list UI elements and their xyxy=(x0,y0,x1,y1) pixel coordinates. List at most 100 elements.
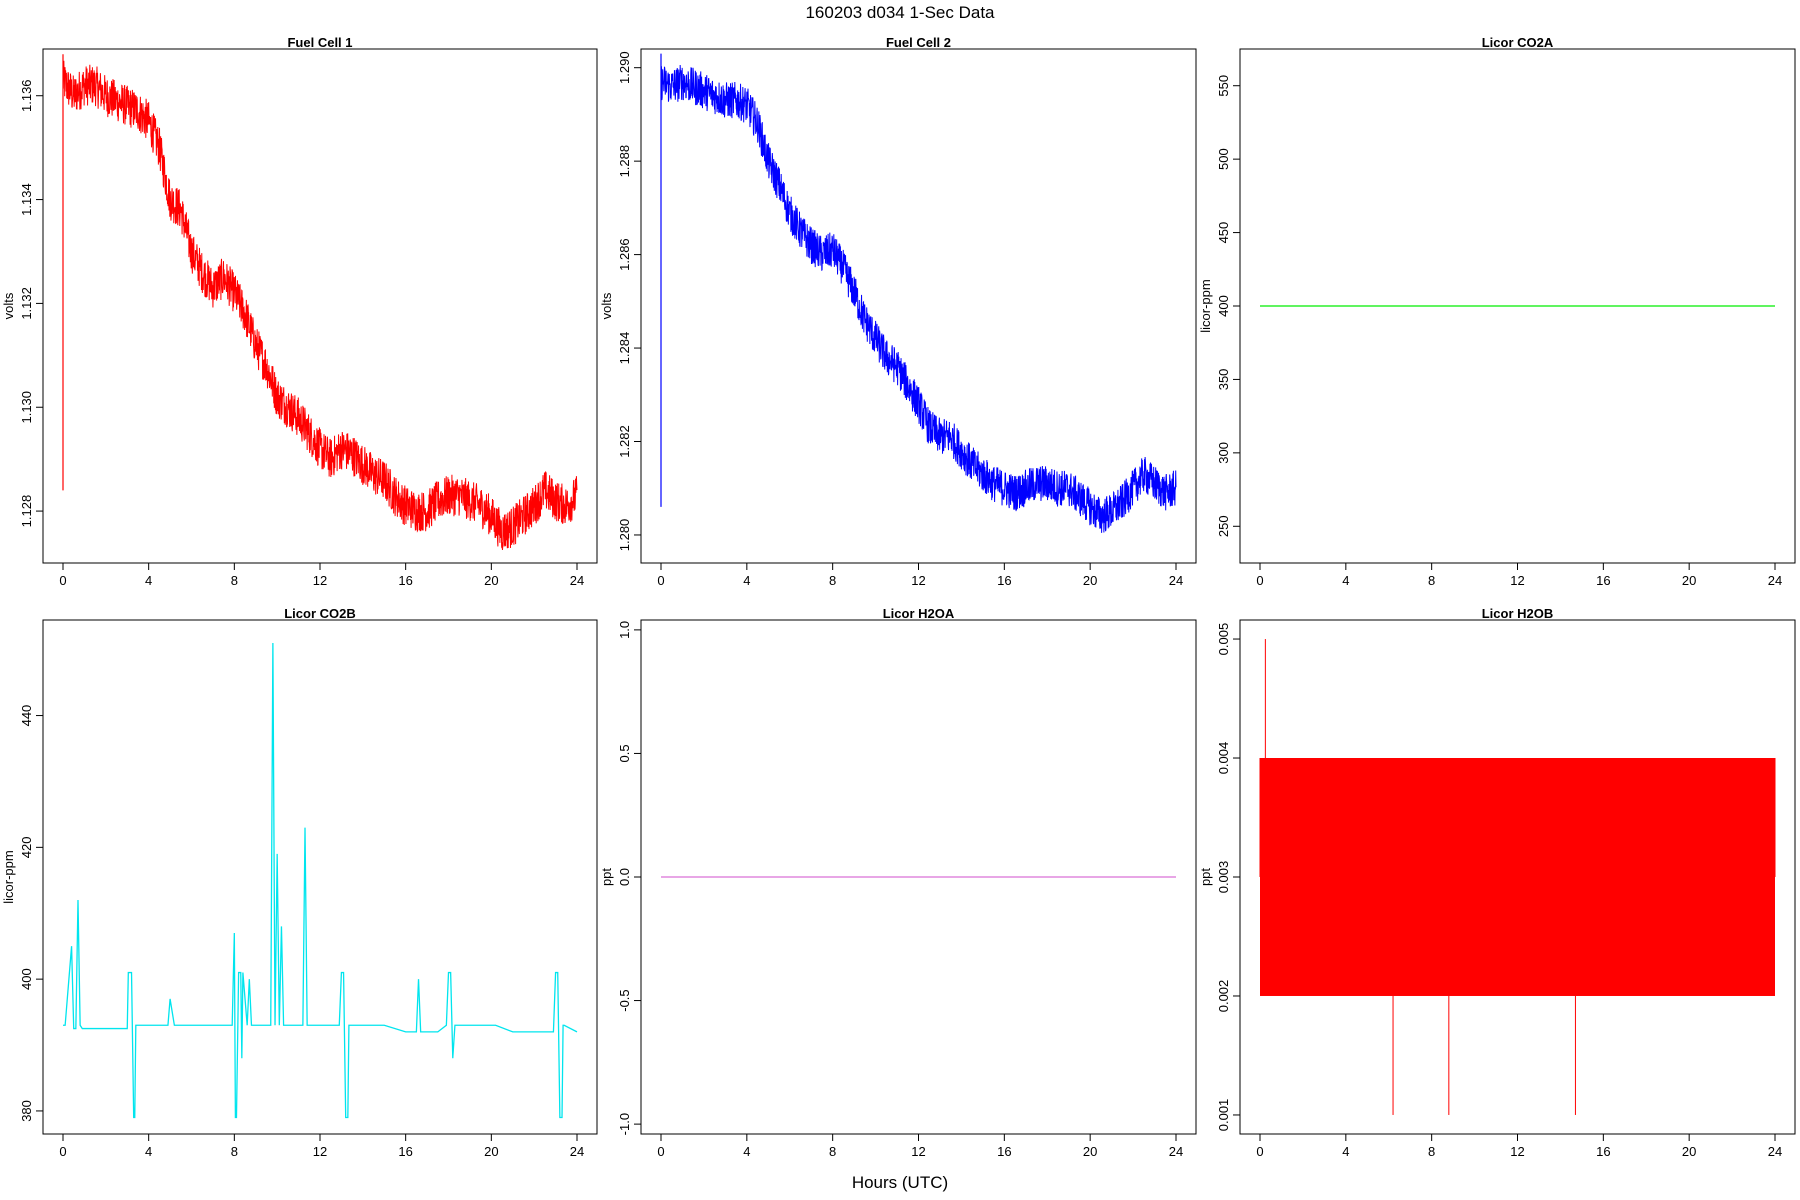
x-tick-label: 24 xyxy=(1768,573,1782,588)
y-tick-label: 1.284 xyxy=(617,332,632,365)
x-tick-label: 20 xyxy=(484,1144,498,1159)
y-tick-label: 420 xyxy=(19,836,34,858)
x-tick-label: 0 xyxy=(59,573,66,588)
panels: Fuel Cell 1 volts 0 4 8 12 16 20 24 1.128 1.130 1.1… xyxy=(1,35,1796,1159)
x-tick-label: 12 xyxy=(911,573,925,588)
x-tick-label: 0 xyxy=(657,573,664,588)
data-band-lower xyxy=(1260,877,1775,996)
x-tick-label: 12 xyxy=(1510,573,1524,588)
y-tick-label: 0.0 xyxy=(617,868,632,886)
x-tick-label: 16 xyxy=(398,573,412,588)
y-tick-label: 250 xyxy=(1216,515,1231,537)
y-tick-label: 300 xyxy=(1216,442,1231,464)
x-tick-label: 8 xyxy=(829,1144,836,1159)
x-tick-label: 12 xyxy=(911,1144,925,1159)
x-tick-label: 0 xyxy=(59,1144,66,1159)
chart-panel-2: Fuel Cell 2 volts 0 4 8 12 16 20 24 1.280 1.282 1.2… xyxy=(599,35,1197,588)
y-axis-label: ppt xyxy=(599,868,614,886)
y-tick-label: 1.282 xyxy=(617,425,632,458)
x-tick-label: 24 xyxy=(1169,1144,1183,1159)
y-axis-label: licor-ppm xyxy=(1,850,16,903)
x-tick-label: 0 xyxy=(1256,573,1263,588)
x-tick-label: 12 xyxy=(1510,1144,1524,1159)
x-tick-label: 4 xyxy=(145,573,152,588)
y-tick-label: 0.005 xyxy=(1216,623,1231,656)
panel-title: Licor H2OA xyxy=(883,606,955,621)
x-tick-label: 20 xyxy=(1682,1144,1696,1159)
y-tick-label: 0.003 xyxy=(1216,861,1231,894)
data-line xyxy=(62,60,578,551)
y-tick-label: 1.286 xyxy=(617,238,632,271)
y-tick-label: 0.5 xyxy=(617,744,632,762)
x-tick-label: 20 xyxy=(484,573,498,588)
y-tick-label: 1.132 xyxy=(19,287,34,320)
x-tick-label: 4 xyxy=(1342,1144,1349,1159)
panel-title: Licor H2OB xyxy=(1482,606,1554,621)
chart-panel-3: Licor CO2A licor-ppm 0 4 8 12 16 20 24 250 300 350 4… xyxy=(1198,35,1796,588)
chart-panel-5: Licor H2OA ppt 0 4 8 12 16 20 24 -1.0 -0.5 0.0 0.5 1.… xyxy=(599,606,1197,1159)
y-tick-label: 450 xyxy=(1216,222,1231,244)
y-tick-label: 1.290 xyxy=(617,51,632,84)
x-tick-label: 4 xyxy=(145,1144,152,1159)
y-tick-label: 1.128 xyxy=(19,495,34,528)
y-tick-label: 400 xyxy=(19,968,34,990)
x-tick-label: 20 xyxy=(1682,573,1696,588)
x-tick-label: 20 xyxy=(1083,1144,1097,1159)
y-tick-label: 550 xyxy=(1216,75,1231,97)
x-tick-label: 4 xyxy=(743,1144,750,1159)
y-tick-label: 440 xyxy=(19,705,34,727)
x-tick-label: 12 xyxy=(313,573,327,588)
x-tick-label: 16 xyxy=(1596,1144,1610,1159)
chart-panel-4: Licor CO2B licor-ppm 0 4 8 12 16 20 24 380 400 420 4… xyxy=(1,606,598,1159)
y-tick-label: 0.004 xyxy=(1216,742,1231,775)
y-tick-label: 500 xyxy=(1216,148,1231,170)
y-tick-label: -0.5 xyxy=(617,989,632,1011)
y-axis-label: volts xyxy=(1,292,16,319)
y-axis-label: ppt xyxy=(1198,868,1213,886)
x-tick-label: 0 xyxy=(657,1144,664,1159)
panel-title: Licor CO2B xyxy=(284,606,356,621)
y-tick-label: 1.288 xyxy=(617,145,632,178)
y-tick-label: 1.134 xyxy=(19,183,34,216)
panel-title: Fuel Cell 2 xyxy=(886,35,951,50)
x-tick-label: 16 xyxy=(398,1144,412,1159)
data-line xyxy=(660,64,1177,533)
plot-frame xyxy=(42,619,598,1135)
x-tick-label: 20 xyxy=(1083,573,1097,588)
y-tick-label: 1.280 xyxy=(617,519,632,552)
y-tick-label: 1.0 xyxy=(617,621,632,639)
x-tick-label: 8 xyxy=(231,573,238,588)
y-tick-label: 0.002 xyxy=(1216,980,1231,1013)
panel-title: Fuel Cell 1 xyxy=(287,35,352,50)
x-tick-label: 24 xyxy=(1169,573,1183,588)
y-axis-label: licor-ppm xyxy=(1198,279,1213,332)
x-tick-label: 8 xyxy=(1428,573,1435,588)
panel-title: Licor CO2A xyxy=(1482,35,1554,50)
data-line xyxy=(63,643,578,1119)
x-tick-label: 16 xyxy=(1596,573,1610,588)
main-title: 160203 d034 1-Sec Data xyxy=(805,3,995,22)
x-tick-label: 24 xyxy=(1768,1144,1782,1159)
x-tick-label: 0 xyxy=(1256,1144,1263,1159)
x-tick-label: 8 xyxy=(829,573,836,588)
x-tick-label: 8 xyxy=(231,1144,238,1159)
plot-frame xyxy=(640,48,1197,564)
x-tick-label: 16 xyxy=(997,1144,1011,1159)
y-tick-label: 380 xyxy=(19,1100,34,1122)
y-axis-label: volts xyxy=(599,292,614,319)
x-tick-label: 8 xyxy=(1428,1144,1435,1159)
x-tick-label: 4 xyxy=(1342,573,1349,588)
y-tick-label: -1.0 xyxy=(617,1113,632,1135)
x-tick-label: 16 xyxy=(997,573,1011,588)
x-tick-label: 4 xyxy=(743,573,750,588)
y-tick-label: 350 xyxy=(1216,369,1231,391)
chart-panel-6: Licor H2OB ppt 0 4 8 12 16 20 24 0.001 0.002 0.003 0… xyxy=(1198,606,1796,1159)
x-tick-label: 24 xyxy=(570,573,584,588)
chart-panel-1: Fuel Cell 1 volts 0 4 8 12 16 20 24 1.128 1.130 1.1… xyxy=(1,35,598,588)
y-tick-label: 1.130 xyxy=(19,391,34,424)
x-axis-label: Hours (UTC) xyxy=(852,1173,948,1192)
y-tick-label: 0.001 xyxy=(1216,1099,1231,1132)
x-tick-label: 12 xyxy=(313,1144,327,1159)
data-flicker xyxy=(1259,758,1776,877)
